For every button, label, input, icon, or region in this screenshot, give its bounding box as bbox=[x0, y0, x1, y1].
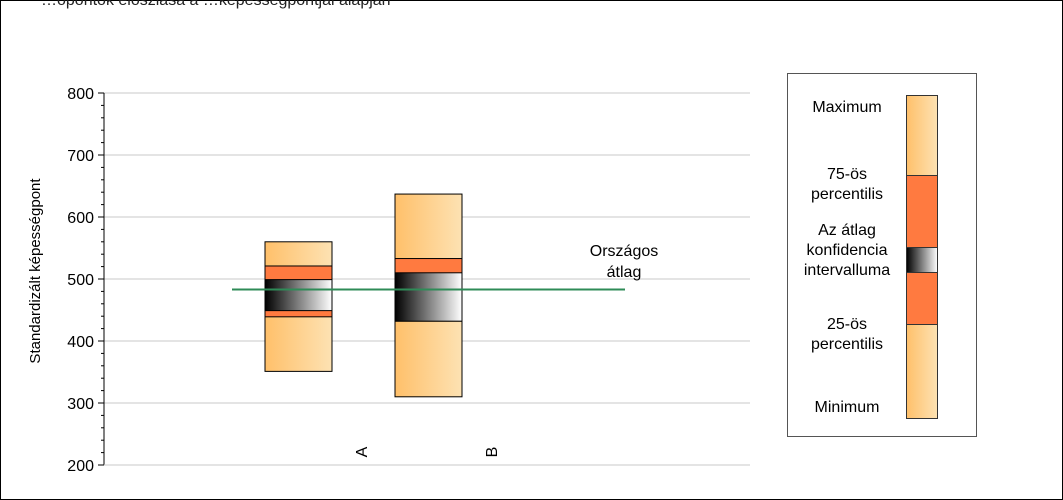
category-label: B bbox=[484, 447, 501, 458]
legend-label-line: Az átlag bbox=[818, 222, 876, 239]
legend-label-line: 25-ös bbox=[826, 316, 868, 333]
legend-ci-segment bbox=[906, 247, 938, 273]
legend-min-segment bbox=[906, 324, 938, 419]
y-tick-label: 500 bbox=[67, 272, 94, 289]
y-axis-title: Standardizált képességpont bbox=[27, 178, 44, 364]
box-a: A bbox=[264, 241, 371, 457]
legend-p25-segment bbox=[906, 272, 938, 325]
legend-bar bbox=[906, 95, 938, 419]
y-tick-label: 800 bbox=[67, 86, 94, 103]
ci-bar bbox=[394, 272, 463, 322]
legend-label-p75: 75-ös percentilis bbox=[788, 165, 906, 205]
legend-label-ci: Az átlag konfidencia intervalluma bbox=[788, 221, 906, 281]
top-caption: …ópontok eloszlása a …képességpontjai al… bbox=[41, 0, 391, 9]
reference-line-label: átlag bbox=[607, 264, 642, 281]
legend-label-line: intervalluma bbox=[803, 262, 891, 279]
legend-label-line: konfidencia bbox=[806, 242, 888, 259]
legend-label-line: percentilis bbox=[810, 186, 884, 203]
legend-label-p25: 25-ös percentilis bbox=[788, 315, 906, 355]
legend-label-min: Minimum bbox=[788, 398, 906, 418]
category-label: A bbox=[354, 446, 371, 457]
legend-label-line: percentilis bbox=[810, 336, 884, 353]
legend-label-line: Minimum bbox=[814, 399, 880, 416]
legend-label-line: 75-ös bbox=[826, 166, 868, 183]
reference-line-label: Országos bbox=[590, 243, 658, 260]
legend-label-max: Maximum bbox=[788, 98, 906, 118]
y-tick-label: 600 bbox=[67, 210, 94, 227]
box-b: B bbox=[394, 193, 501, 458]
legend-max-segment bbox=[906, 95, 938, 176]
legend-p75-segment bbox=[906, 175, 938, 248]
y-tick-label: 700 bbox=[67, 148, 94, 165]
legend-label-line: Maximum bbox=[812, 99, 882, 116]
y-tick-label: 400 bbox=[67, 334, 94, 351]
y-tick-label: 300 bbox=[67, 396, 94, 413]
legend: Maximum 75-ös percentilis Az átlag konfidenc… bbox=[787, 73, 977, 437]
y-tick-label: 200 bbox=[67, 458, 94, 475]
ci-bar bbox=[264, 279, 333, 312]
reference-line-group: Országos átlag bbox=[232, 243, 658, 291]
y-axis: 200 300 400 500 600 700 800 bbox=[67, 86, 750, 475]
